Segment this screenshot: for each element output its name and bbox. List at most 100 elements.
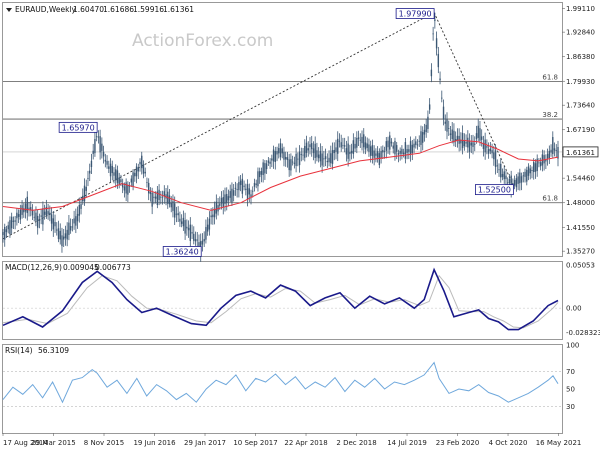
candle-body xyxy=(411,144,414,154)
candle-body xyxy=(134,172,136,177)
candle-body xyxy=(489,148,492,152)
candle-body xyxy=(307,148,309,151)
candle-body xyxy=(305,142,308,153)
candle-body xyxy=(248,188,250,195)
candle-body xyxy=(434,19,436,22)
candle-body xyxy=(366,143,368,148)
candle-body xyxy=(394,140,396,155)
candle-body xyxy=(468,140,471,152)
candle-body xyxy=(467,137,469,148)
candle-body xyxy=(151,192,153,207)
candle-body xyxy=(76,213,79,222)
candle-body xyxy=(416,144,419,146)
trendline xyxy=(2,12,435,240)
candle-body xyxy=(144,171,146,174)
candle-body xyxy=(357,137,360,140)
candle-body xyxy=(222,197,224,208)
candle-body xyxy=(33,216,35,218)
candle-body xyxy=(205,227,207,240)
candle-body xyxy=(427,116,429,129)
candle-body xyxy=(66,229,68,240)
price-label: 1.97990 xyxy=(399,10,432,19)
price-label: 1.65970 xyxy=(62,123,95,132)
candle-body xyxy=(170,202,172,208)
candle-body xyxy=(515,178,518,188)
candle-body xyxy=(184,220,186,234)
candle-body xyxy=(375,153,377,156)
candle-body xyxy=(168,195,171,205)
macd-axis: 0.05053 0.00 -0.028323 xyxy=(566,261,600,336)
candle-body xyxy=(439,78,441,81)
x-tick-label: 16 May 2021 xyxy=(536,439,582,447)
dropdown-triangle-icon[interactable] xyxy=(6,8,12,12)
candle-body xyxy=(356,138,358,148)
y-tick-label: 1.67190 xyxy=(566,126,595,134)
candle-body xyxy=(519,172,521,184)
candle-body xyxy=(198,242,200,250)
last-price-label: 1.61361 xyxy=(566,149,595,157)
candle-body xyxy=(413,143,415,148)
y-tick-label: 1.92840 xyxy=(566,29,595,37)
candle-body xyxy=(83,185,86,202)
x-tick-label: 19 Jun 2016 xyxy=(133,439,176,447)
candle-body xyxy=(432,33,434,35)
macd-signal-line xyxy=(2,274,559,329)
candle-body xyxy=(409,141,412,155)
candle-body xyxy=(224,194,226,204)
candle-body xyxy=(304,145,306,158)
candle-body xyxy=(350,150,353,154)
candle-body xyxy=(272,149,275,162)
candle-body xyxy=(232,190,235,196)
candle-body xyxy=(380,150,382,159)
candle-body xyxy=(389,135,391,150)
candle-body xyxy=(522,175,525,177)
candle-body xyxy=(213,208,216,218)
candle-body xyxy=(203,238,205,242)
fibonacci-label: 38.2 xyxy=(542,111,558,119)
candle-body xyxy=(75,216,77,226)
candle-body xyxy=(359,139,361,141)
candle-body xyxy=(42,208,44,225)
price-label: 1.36240 xyxy=(166,247,199,256)
candle-body xyxy=(19,209,22,220)
moving-average-line xyxy=(2,139,559,211)
candle-body xyxy=(496,165,498,167)
candle-body xyxy=(109,163,112,177)
candle-body xyxy=(311,143,313,150)
candle-body xyxy=(382,149,384,153)
candle-body xyxy=(149,191,152,195)
candle-body xyxy=(108,166,110,169)
candle-body xyxy=(539,162,542,167)
candle-body xyxy=(316,150,318,158)
candle-body xyxy=(342,145,344,147)
candle-body xyxy=(99,136,101,153)
candle-body xyxy=(385,141,387,151)
candle-body xyxy=(45,206,48,216)
candle-body xyxy=(210,215,212,218)
x-tick-label: 29 Jan 2017 xyxy=(184,439,226,447)
candle-body xyxy=(142,164,145,174)
candle-body xyxy=(49,212,51,215)
candle-body xyxy=(26,196,28,214)
candle-body xyxy=(56,229,58,231)
candle-body xyxy=(474,143,476,145)
candle-body xyxy=(463,140,466,147)
candle-body xyxy=(276,151,278,155)
candle-body xyxy=(401,148,403,155)
candle-body xyxy=(418,140,420,142)
candle-body xyxy=(57,228,60,240)
candle-body xyxy=(269,161,271,164)
candle-body xyxy=(328,157,330,163)
candle-body xyxy=(550,149,552,153)
candle-body xyxy=(479,128,481,141)
candle-body xyxy=(92,150,94,154)
candle-body xyxy=(435,38,438,49)
y-tick-label: 1.99110 xyxy=(566,5,595,13)
candle-body xyxy=(201,240,204,245)
candle-body xyxy=(415,141,417,145)
y-tick-label: 1.35270 xyxy=(566,248,595,256)
candle-body xyxy=(302,154,304,156)
candle-body xyxy=(472,142,474,147)
candle-body xyxy=(501,174,504,177)
